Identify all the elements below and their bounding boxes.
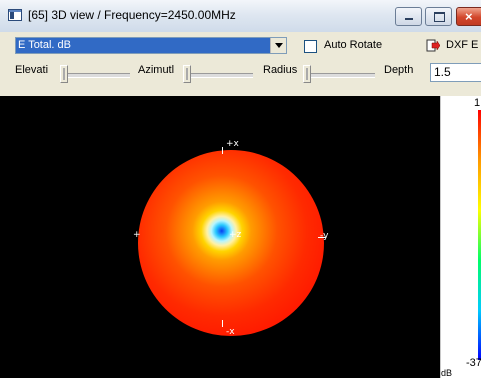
toolbar-row: E Total. dB — [0, 32, 481, 58]
dxf-export-label[interactable]: DXF E — [446, 39, 479, 51]
field-select[interactable]: E Total. dB — [15, 37, 287, 54]
auto-rotate-checkbox[interactable] — [304, 40, 317, 53]
color-scale-panel — [440, 96, 481, 378]
axis-label-px: +x — [226, 139, 239, 149]
radiation-pattern-sphere — [138, 150, 324, 336]
radius-slider-thumb[interactable] — [303, 65, 311, 83]
minimize-icon — [405, 18, 413, 20]
chevron-down-icon[interactable] — [270, 38, 286, 53]
window-title: [65] 3D view / Frequency=2450.00MHz — [28, 8, 236, 22]
color-scale-bar — [478, 110, 481, 360]
azimuth-slider[interactable] — [183, 63, 253, 83]
radius-slider[interactable] — [303, 63, 375, 83]
axis-px-line — [222, 147, 223, 154]
elevation-slider-track — [60, 73, 130, 78]
axis-label-mx: -x — [226, 327, 235, 337]
azimuth-slider-thumb[interactable] — [183, 65, 191, 83]
field-select-value: E Total. dB — [16, 38, 270, 53]
elevation-slider[interactable] — [60, 63, 130, 83]
export-icon[interactable] — [426, 39, 440, 52]
maximize-button[interactable] — [425, 7, 452, 26]
radius-label: Radius — [263, 64, 298, 76]
radius-slider-track — [303, 73, 375, 78]
axis-label-my: -y — [320, 231, 329, 241]
elevation-slider-thumb[interactable] — [60, 65, 68, 83]
scale-unit-label: dB — [441, 368, 453, 378]
close-icon: × — [465, 9, 473, 24]
axis-my-line — [318, 237, 326, 238]
azimuth-label: Azimutl — [138, 64, 175, 76]
axis-label-pz: +z — [229, 230, 242, 240]
title-bar[interactable]: [65] 3D view / Frequency=2450.00MHz × — [0, 0, 481, 32]
elevation-label: Elevati — [15, 64, 49, 76]
scale-max-value: 1 — [474, 97, 481, 109]
close-button[interactable]: × — [456, 7, 481, 26]
scale-min-value: -37 — [466, 357, 481, 369]
maximize-icon — [434, 12, 445, 22]
depth-label: Depth — [384, 64, 414, 76]
app-icon — [8, 9, 22, 21]
azimuth-slider-track — [183, 73, 253, 78]
axis-mx-line — [222, 320, 223, 327]
minimize-button[interactable] — [395, 7, 422, 26]
axis-label-py: + — [133, 230, 141, 240]
depth-input[interactable]: 1.5 — [430, 63, 481, 82]
auto-rotate-label: Auto Rotate — [324, 39, 383, 51]
